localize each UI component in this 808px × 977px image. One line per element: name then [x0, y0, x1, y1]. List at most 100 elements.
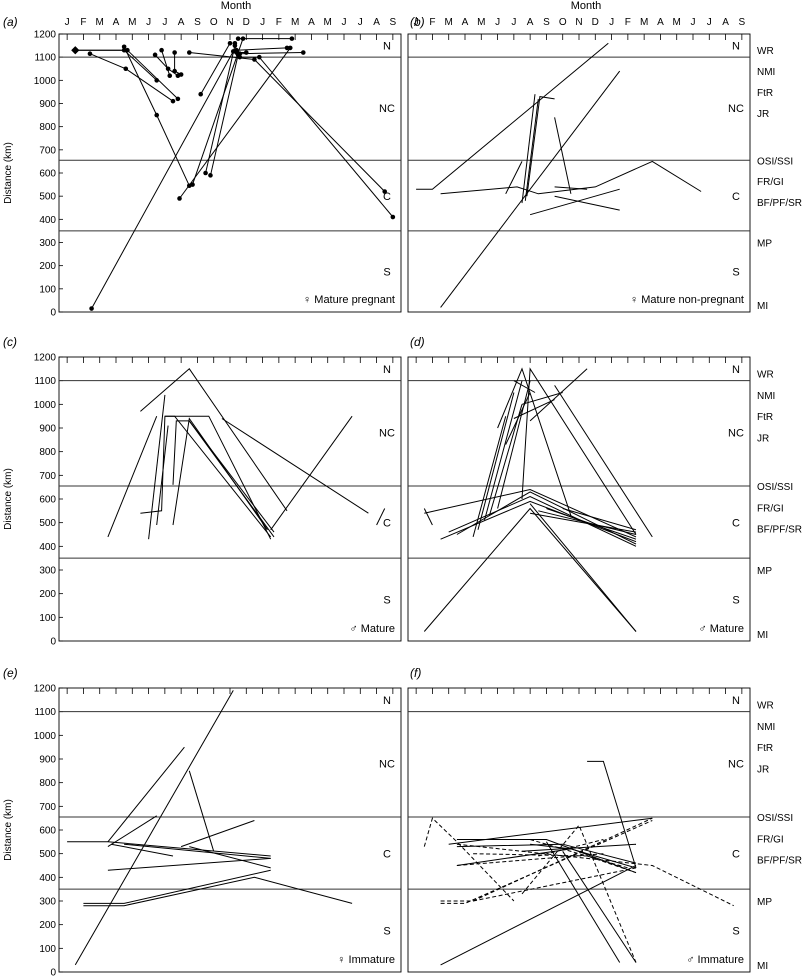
month-tick-label: S — [739, 17, 746, 28]
series-line — [477, 392, 515, 530]
month-tick-label: J — [162, 17, 167, 28]
site-label: MP — [757, 897, 772, 908]
y-tick-label: 400 — [39, 873, 56, 884]
series-line — [172, 417, 268, 531]
series-line — [189, 846, 271, 869]
data-point — [190, 182, 195, 187]
series-line — [554, 186, 588, 190]
series-line — [107, 815, 157, 848]
series-line — [239, 56, 394, 218]
month-tick-label: J — [65, 17, 70, 28]
series-line — [423, 507, 637, 632]
site-label: MP — [757, 239, 772, 250]
month-tick-label: F — [429, 17, 435, 28]
series-line — [179, 47, 291, 199]
month-header-left: Month — [221, 0, 252, 12]
data-point — [89, 306, 94, 311]
series-line — [505, 392, 531, 445]
series-line — [424, 488, 637, 538]
month-tick-label: A — [178, 17, 185, 28]
month-tick-label: M — [445, 17, 453, 28]
data-point — [382, 189, 388, 194]
region-label: C — [732, 191, 740, 203]
y-tick-label: 1000 — [34, 76, 57, 87]
month-tick-label: A — [722, 17, 729, 28]
month-tick-label: N — [575, 17, 582, 28]
data-point — [289, 36, 295, 41]
site-label: MP — [757, 566, 772, 577]
y-axis-label: Distance (km) — [3, 799, 14, 861]
data-point — [186, 50, 192, 55]
series-line — [148, 394, 166, 540]
site-label: MI — [757, 961, 768, 972]
region-label: N — [383, 41, 391, 53]
site-label: NMI — [757, 391, 775, 402]
series-line — [513, 380, 536, 393]
site-label: JR — [757, 433, 769, 444]
plot-frame — [58, 356, 402, 642]
series-line — [107, 857, 271, 871]
region-label: N — [732, 695, 740, 707]
month-tick-label: A — [657, 17, 664, 28]
month-tick-label: A — [308, 17, 315, 28]
series-line — [554, 195, 620, 211]
site-label: FtR — [757, 412, 773, 423]
series-line — [472, 416, 507, 538]
panel-legend: ♂ Mature — [349, 623, 395, 635]
series-line — [488, 404, 523, 516]
series-line — [456, 848, 637, 869]
region-label: C — [383, 849, 391, 861]
data-point — [284, 45, 290, 51]
y-tick-label: 1000 — [34, 731, 57, 742]
y-tick-label: 900 — [39, 755, 56, 766]
y-axis-label: Distance (km) — [3, 142, 14, 204]
y-tick-label: 1200 — [34, 684, 57, 695]
series-line — [440, 160, 702, 195]
month-tick-label: M — [640, 17, 648, 28]
y-tick-label: 600 — [39, 169, 56, 180]
series-line — [513, 399, 555, 419]
panel-4: (d) N NC C S WR NMI FtR JR OSI/SSI FR/GI BF/PF/SR MP… — [407, 335, 802, 642]
month-tick-label: J — [260, 17, 265, 28]
region-label: C — [383, 191, 391, 203]
series-line — [521, 392, 563, 405]
series-line — [210, 54, 239, 176]
month-tick-label: A — [527, 17, 534, 28]
y-tick-label: 300 — [39, 238, 56, 249]
month-tick-label: J — [691, 17, 696, 28]
region-label: C — [383, 518, 391, 530]
month-tick-label: J — [414, 17, 419, 28]
region-label: S — [383, 595, 390, 607]
data-point — [172, 68, 177, 74]
series-line — [140, 415, 272, 538]
month-tick-label: M — [291, 17, 299, 28]
month-tick-label: A — [462, 17, 469, 28]
y-tick-label: 900 — [39, 99, 56, 110]
series-line — [529, 839, 629, 869]
month-tick-label: O — [559, 17, 567, 28]
series-line — [239, 52, 304, 55]
site-label: FtR — [757, 88, 773, 99]
series-line — [416, 42, 609, 190]
y-tick-label: 700 — [39, 471, 56, 482]
series-line — [456, 843, 637, 864]
panel-6: (f) N NC C S WR NMI FtR JR OSI/SSI FR/GI BF/PF/SR MP… — [407, 666, 802, 973]
series-line — [440, 70, 621, 308]
series-line — [456, 843, 734, 907]
panel-legend: ♂ Mature — [698, 623, 744, 635]
series-line — [74, 690, 234, 966]
region-label: NC — [379, 428, 395, 440]
data-point — [167, 73, 173, 78]
series-line — [505, 161, 523, 195]
data-point — [87, 51, 93, 56]
data-point — [243, 50, 249, 55]
series-line — [521, 94, 536, 204]
y-tick-label: 500 — [39, 518, 56, 529]
y-tick-label: 0 — [50, 968, 56, 977]
y-tick-label: 600 — [39, 826, 56, 837]
data-point — [175, 96, 181, 102]
series-line — [521, 843, 637, 852]
region-label: S — [732, 926, 739, 938]
month-tick-label: M — [128, 17, 136, 28]
y-tick-label: 500 — [39, 192, 56, 203]
